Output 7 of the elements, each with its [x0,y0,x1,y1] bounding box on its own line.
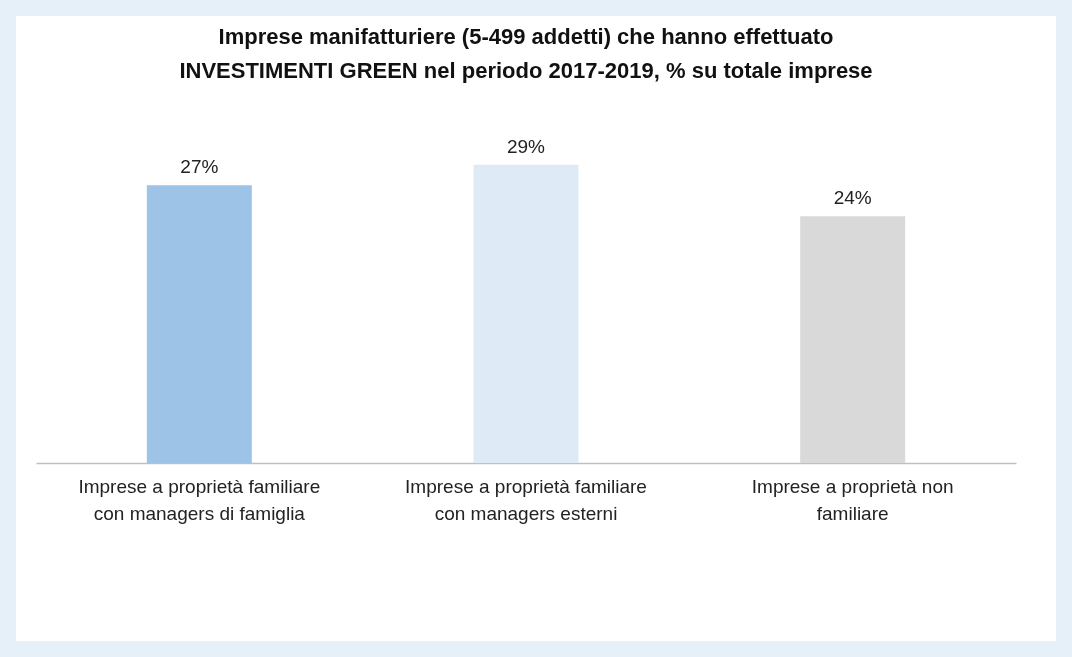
data-label: 27% [180,156,219,178]
data-label: 24% [833,187,872,209]
x-tick-label: Imprese a proprietà familiare con managers esterni [405,475,647,524]
x-tick-label: Imprese a proprietà non familiare [751,475,954,524]
chart-title: Imprese manifatturiere (5-499 addetti) che hanno effettuato INVESTIMENTI GREEN nel periodo 2017-2019, % su totale imprese [179,24,873,83]
x-tick-label: Imprese a proprietà familiare con managers di famiglia [78,475,321,524]
data-label: 29% [506,135,546,157]
